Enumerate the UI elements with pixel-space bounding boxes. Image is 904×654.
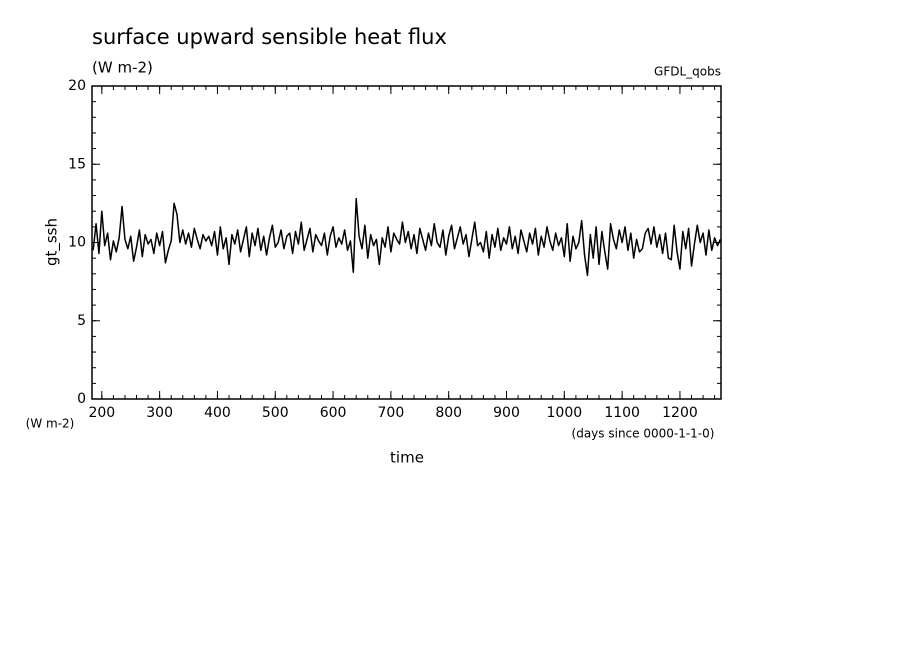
x-tick-label: 800	[435, 405, 462, 421]
source-label: GFDL_qobs	[654, 65, 721, 79]
x-tick-label: 400	[204, 405, 231, 421]
y-tick-label: 10	[68, 235, 86, 251]
x-tick-label: 900	[493, 405, 520, 421]
x-tick-label: 1200	[662, 405, 698, 421]
x-tick-label: 1100	[604, 405, 640, 421]
data-line	[92, 197, 722, 277]
y-tick-label: 20	[68, 78, 86, 94]
y-tick-label: 15	[68, 156, 86, 172]
y-unit: (W m-2)	[26, 417, 75, 431]
x-unit: (days since 0000-1-1-0)	[572, 427, 715, 441]
x-axis-label: time	[390, 449, 424, 467]
y-tick-label: 5	[77, 313, 86, 329]
x-tick-label: 500	[262, 405, 289, 421]
chart-subtitle: (W m-2)	[92, 59, 153, 77]
x-tick-label: 200	[88, 405, 115, 421]
x-tick-label: 1000	[547, 405, 583, 421]
x-tick-label: 700	[378, 405, 405, 421]
x-tick-label: 300	[146, 405, 173, 421]
x-tick-label: 600	[320, 405, 347, 421]
y-axis-label: gt_ssh	[43, 218, 62, 266]
y-tick-label: 0	[77, 391, 86, 407]
chart-title: surface upward sensible heat flux	[92, 25, 447, 49]
